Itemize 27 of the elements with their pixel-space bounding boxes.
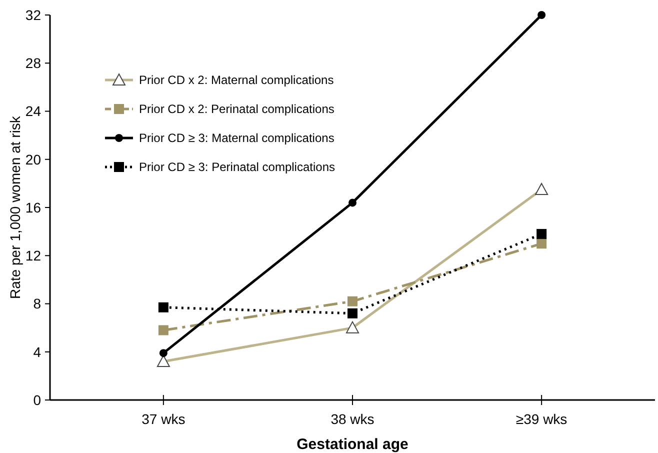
x-tick-label: 37 wks xyxy=(142,411,186,427)
legend-label: Prior CD ≥ 3: Perinatal complications xyxy=(139,160,335,174)
y-tick-label: 32 xyxy=(25,6,42,23)
y-tick-label: 12 xyxy=(25,248,42,264)
y-axis-title: Rate per 1,000 women at risk xyxy=(7,115,23,299)
y-tick-label: 24 xyxy=(25,103,42,120)
legend-label: Prior CD ≥ 3: Maternal complications xyxy=(139,131,334,146)
point xyxy=(158,302,168,312)
x-tick-label: 38 wks xyxy=(330,411,374,427)
legend-label: Prior CD x 2: Perinatal complications xyxy=(139,102,334,116)
x-axis-title: Gestational age xyxy=(296,436,408,453)
point xyxy=(538,11,546,19)
point xyxy=(536,238,547,249)
point xyxy=(536,228,547,239)
y-tick-label: 8 xyxy=(33,296,42,312)
y-tick-label: 0 xyxy=(33,392,42,408)
point xyxy=(159,349,168,358)
point xyxy=(348,296,358,306)
point xyxy=(348,308,358,318)
y-tick-label: 28 xyxy=(25,55,42,72)
y-tick-label: 16 xyxy=(25,199,42,216)
point xyxy=(348,198,356,207)
x-tick-label: ≥39 wks xyxy=(516,411,568,427)
y-tick-label: 20 xyxy=(25,151,42,168)
y-tick-label: 4 xyxy=(33,344,42,360)
legend-label: Prior CD x 2: Maternal complications xyxy=(139,73,334,88)
point xyxy=(158,325,168,336)
